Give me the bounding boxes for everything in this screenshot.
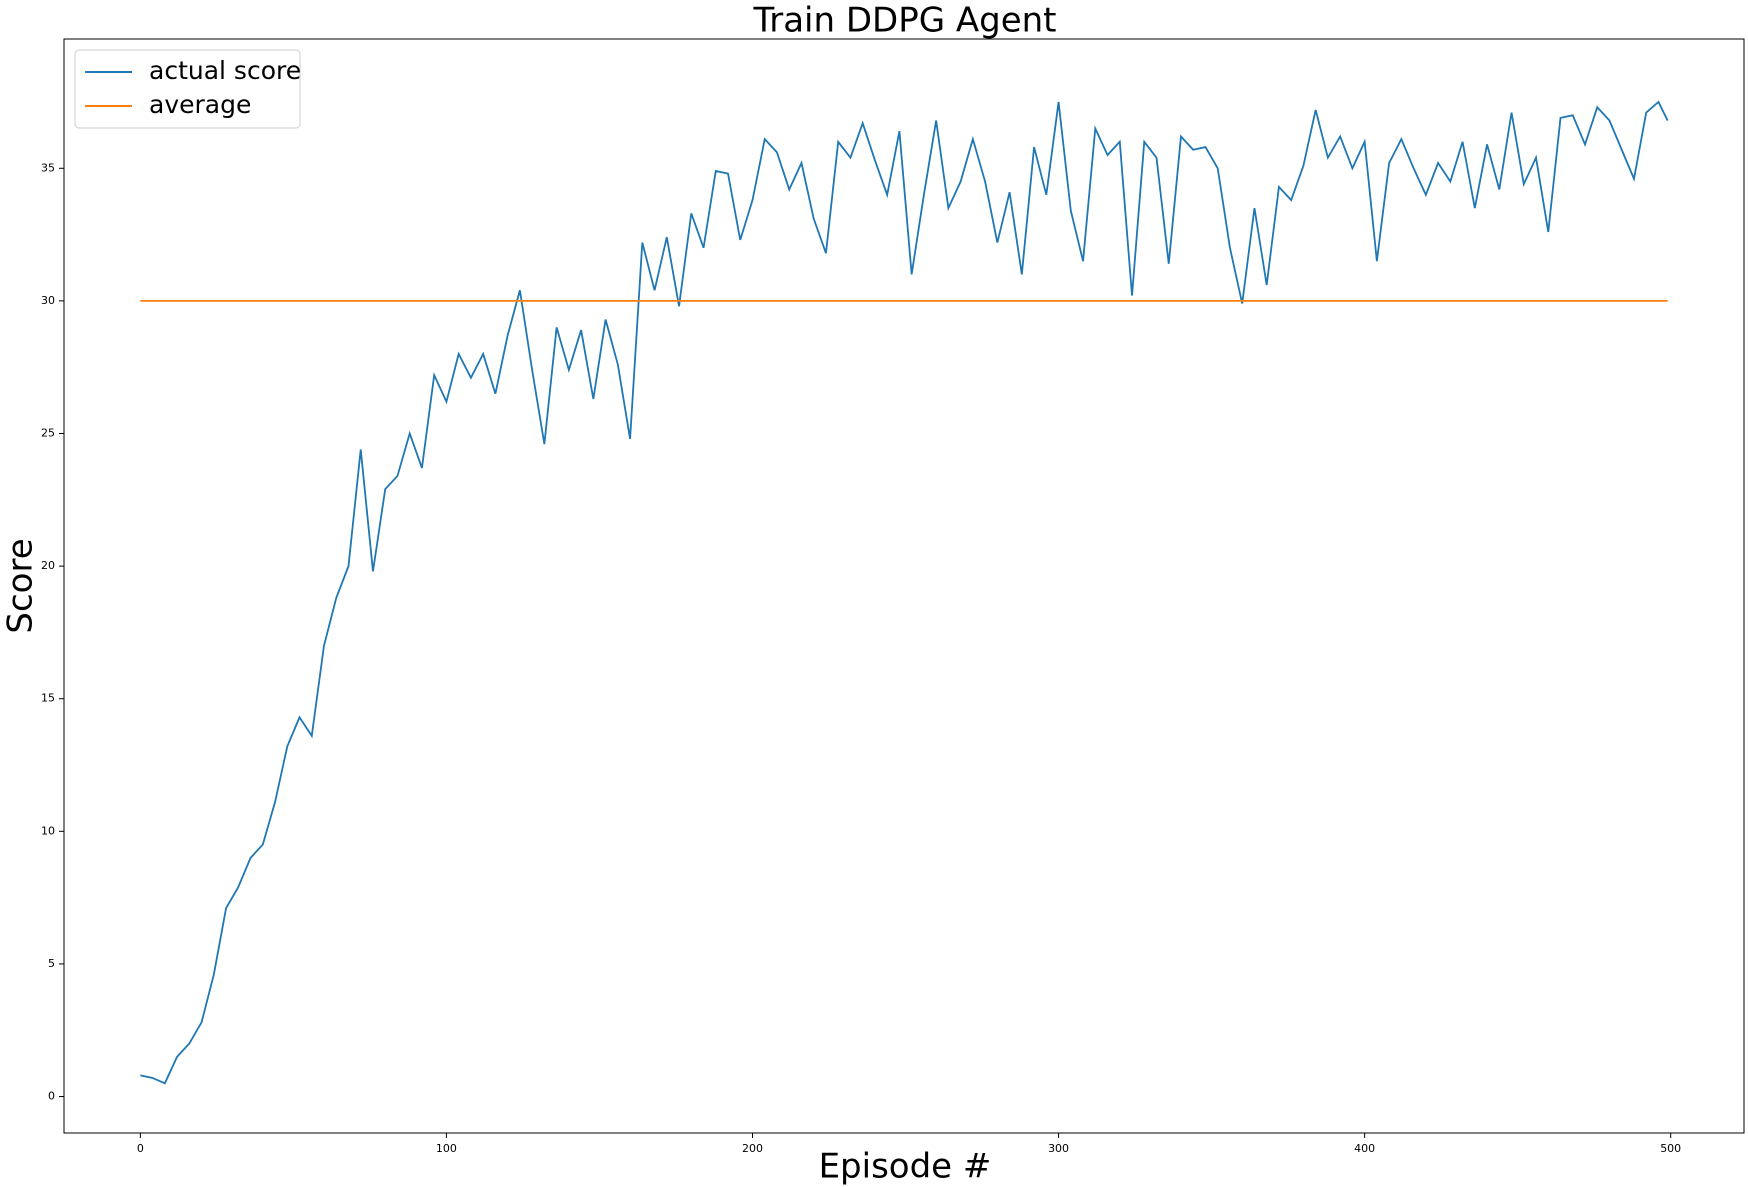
x-tick-label: 200 [742, 1142, 763, 1155]
chart-title: Train DDPG Agent [752, 1, 1056, 41]
x-tick-label: 0 [137, 1142, 144, 1155]
legend-label: actual score [149, 56, 301, 85]
y-tick-label: 35 [41, 161, 55, 174]
y-tick-label: 20 [41, 559, 55, 572]
legend-label: average [149, 90, 251, 119]
plot-frame [63, 38, 1745, 1134]
x-axis-label: Episode # [819, 1147, 992, 1187]
y-tick-label: 30 [41, 294, 55, 307]
y-axis-label: Score [1, 538, 41, 633]
x-tick-label: 500 [1660, 1142, 1681, 1155]
legend-box [74, 49, 301, 129]
y-tick-label: 0 [48, 1090, 55, 1103]
x-tick-label: 100 [436, 1142, 457, 1155]
x-tick-label: 400 [1354, 1142, 1375, 1155]
y-tick-label: 5 [48, 957, 55, 970]
y-tick-label: 15 [41, 692, 55, 705]
x-tick-label: 300 [1048, 1142, 1069, 1155]
y-tick-label: 25 [41, 427, 55, 440]
y-tick-label: 10 [41, 824, 55, 837]
series-line [140, 100, 1669, 1085]
